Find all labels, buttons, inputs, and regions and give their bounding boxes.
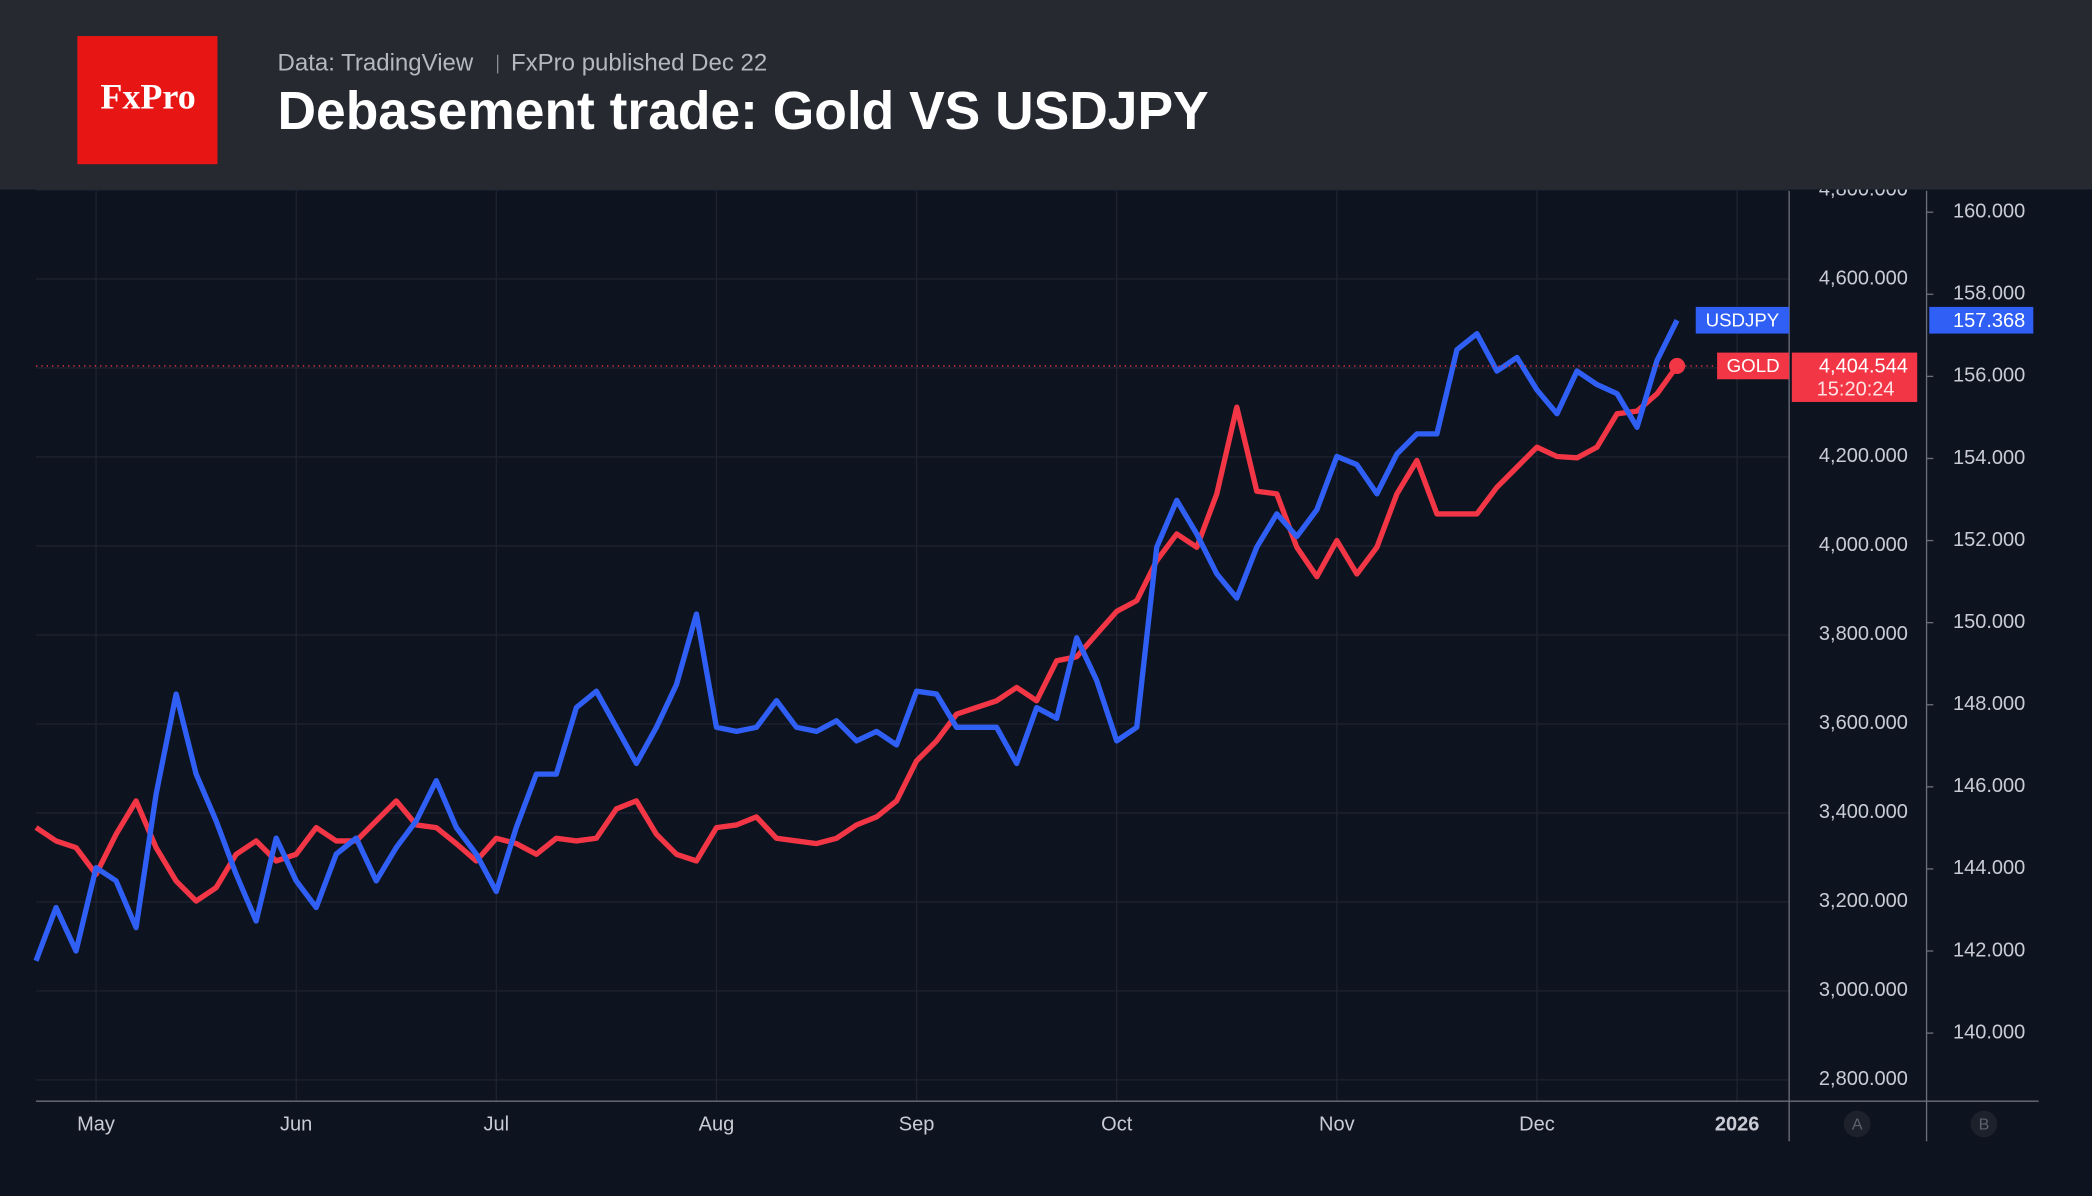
y-tick-label: 3,600.000 xyxy=(1819,712,1908,734)
series-name-box xyxy=(1695,306,1790,334)
series-name: GOLD xyxy=(1727,355,1780,376)
y2-tick-label: 160.000 xyxy=(1953,201,2025,223)
y2-tick-label: 142.000 xyxy=(1953,939,2025,961)
logo xyxy=(77,36,218,165)
x-tick-label: May xyxy=(77,1114,115,1136)
y2-tick-label: 148.000 xyxy=(1953,693,2025,715)
y-tick-label: 3,000.000 xyxy=(1819,979,1908,1001)
source: Data: TradingView xyxy=(278,49,474,76)
axis-button[interactable] xyxy=(1970,1110,1998,1138)
last-value: 157.368 xyxy=(1953,310,2025,332)
x-tick-label: Jun xyxy=(280,1114,312,1136)
header-bar xyxy=(0,0,2092,190)
last-value-box xyxy=(1791,352,1918,402)
axis-button[interactable] xyxy=(1843,1110,1871,1138)
last-value-box xyxy=(1929,306,2034,334)
y2-tick-label: 146.000 xyxy=(1953,775,2025,797)
y2-tick-label: 154.000 xyxy=(1953,447,2025,469)
chart-title: Debasement trade: Gold VS USDJPY xyxy=(278,82,1209,141)
grid: 2,800.000 3,000.000 3,200.000 3,400.000 3,60… xyxy=(36,178,2025,1136)
series-name: USDJPY xyxy=(1706,310,1780,331)
last-value: 4,404.544 xyxy=(1819,356,1908,378)
y-tick-label: 4,000.000 xyxy=(1819,534,1908,556)
y-tick-label: 3,800.000 xyxy=(1819,623,1908,645)
y2-tick-label: 156.000 xyxy=(1953,365,2025,387)
y2-tick-label: 140.000 xyxy=(1953,1021,2025,1043)
x-tick-label: 2026 xyxy=(1715,1114,1759,1136)
last-point xyxy=(1669,357,1686,374)
y2-tick-label: 158.000 xyxy=(1953,283,2025,305)
y-tick-label: 4,600.000 xyxy=(1819,267,1908,289)
published: FxPro published Dec 22 xyxy=(511,49,767,76)
series-name-box xyxy=(1717,352,1790,380)
y2-tick-label: 152.000 xyxy=(1953,529,2025,551)
line-series xyxy=(34,364,1680,904)
axis-button-label[interactable]: B xyxy=(1979,1116,1990,1133)
y-tick-label: 3,400.000 xyxy=(1819,801,1908,823)
logo-text: FxPro xyxy=(100,76,195,116)
x-tick-label: Nov xyxy=(1319,1114,1355,1136)
axis-button-label[interactable]: A xyxy=(1852,1116,1863,1133)
y-tick-label: 4,200.000 xyxy=(1819,445,1908,467)
x-tick-label: Sep xyxy=(899,1114,935,1136)
y2-tick-label: 144.000 xyxy=(1953,857,2025,879)
y-tick-label: 3,200.000 xyxy=(1819,890,1908,912)
countdown: 15:20:24 xyxy=(1817,378,1895,400)
plot xyxy=(33,319,1680,962)
line-series xyxy=(33,319,1680,962)
x-tick-label: Aug xyxy=(699,1114,735,1136)
x-tick-label: Jul xyxy=(484,1114,510,1136)
y2-tick-label: 150.000 xyxy=(1953,611,2025,633)
y-tick-label: 2,800.000 xyxy=(1819,1068,1908,1090)
x-tick-label: Oct xyxy=(1101,1114,1133,1136)
x-tick-label: Dec xyxy=(1519,1114,1555,1136)
axes: A B xyxy=(36,190,2039,1142)
header: FxPro Data: TradingView FxPro published … xyxy=(0,0,2092,190)
